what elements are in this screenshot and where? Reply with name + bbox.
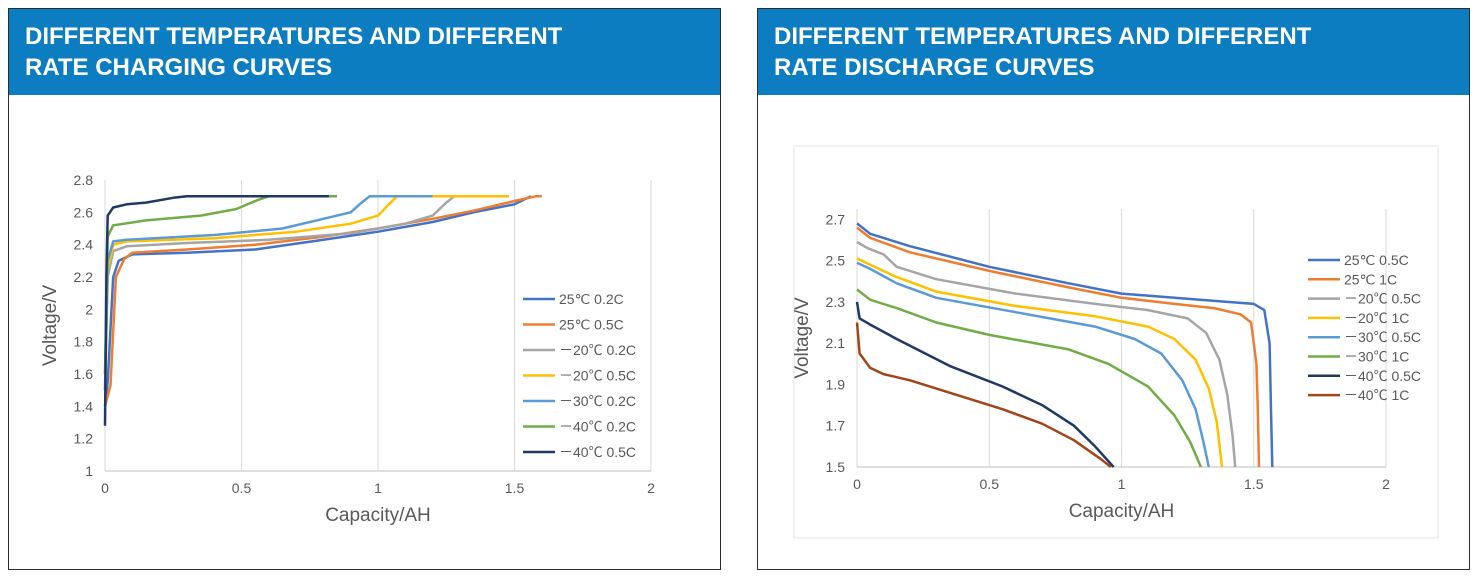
series-line: [103, 195, 532, 407]
discharge-panel-header: DIFFERENT TEMPERATURES AND DIFFERENT RAT…: [758, 9, 1469, 95]
series-line: [856, 257, 1224, 468]
x-axis-title: Capacity/AH: [1069, 501, 1175, 522]
series-line: [856, 240, 1237, 468]
charging-curves-chart: 0 0.5 1 1.5 2 1 1.2 1.4 1.6 1.8 2 2.2 2.4 2.6 2.8 Capac…: [40, 172, 655, 526]
legend-label: －40℃ 0.2C: [559, 419, 636, 435]
x-tick-label: 1: [1118, 476, 1126, 492]
y-tick-label: 1.8: [74, 334, 94, 350]
discharge-title-line1: DIFFERENT TEMPERATURES AND DIFFERENT: [774, 23, 1312, 50]
x-tick-label: 2: [1382, 476, 1390, 492]
series-line: [103, 194, 509, 375]
y-tick-label: 1.9: [826, 376, 846, 392]
y-axis-title: Voltage/V: [792, 297, 813, 379]
legend-label: 25℃ 1C: [1344, 271, 1397, 287]
legend-label: －20℃ 0.5C: [559, 368, 636, 384]
series-line: [103, 194, 337, 375]
y-tick-label: 1.7: [826, 418, 846, 434]
legend-label: －20℃ 0.2C: [559, 342, 636, 358]
y-tick-label: 2.1: [826, 335, 846, 351]
series-line: [856, 226, 1261, 468]
legend-label: －40℃ 0.5C: [1344, 368, 1421, 384]
legend-label: －30℃ 1C: [1344, 349, 1409, 365]
legend-label: －40℃ 0.5C: [559, 444, 636, 460]
charging-title-line2: RATE CHARGING CURVES: [25, 54, 333, 81]
y-tick-label: 1: [85, 463, 93, 479]
y-tick-label: 2.3: [826, 294, 846, 310]
legend-label: 25℃ 0.5C: [1344, 252, 1409, 268]
y-tick-label: 2.2: [74, 269, 94, 285]
x-tick-label: 0.5: [980, 476, 1000, 492]
x-tick-label: 0: [101, 480, 109, 496]
y-tick-label: 1.4: [74, 398, 94, 414]
series-line: [103, 194, 329, 426]
y-tick-label: 2: [85, 301, 93, 317]
y-tick-label: 2.6: [74, 204, 94, 220]
discharge-panel: DIFFERENT TEMPERATURES AND DIFFERENT RAT…: [757, 8, 1470, 570]
x-axis-title: Capacity/AH: [325, 505, 431, 526]
charging-panel-header: DIFFERENT TEMPERATURES AND DIFFERENT RAT…: [9, 9, 720, 95]
legend-label: －20℃ 0.5C: [1344, 291, 1421, 307]
series-line: [855, 301, 1115, 468]
discharge-title-line2: RATE DISCHARGE CURVES: [774, 54, 1095, 81]
series-line: [856, 288, 1203, 468]
x-tick-label: 1: [374, 480, 382, 496]
legend-label: －30℃ 0.5C: [1344, 329, 1421, 345]
x-tick-label: 1.5: [505, 480, 525, 496]
discharge-curves-chart: 0 0.5 1 1.5 2 1.5 1.7 1.9 2.1 2.3 2.5 2.7 Capacity/A…: [792, 145, 1439, 539]
chart-area-border: [793, 145, 1439, 539]
series-line: [856, 261, 1211, 468]
y-tick-label: 1.5: [826, 459, 846, 475]
y-tick-label: 1.2: [74, 431, 94, 447]
legend-label: 25℃ 0.5C: [559, 317, 624, 333]
series-line: [856, 222, 1274, 468]
series-line: [103, 194, 542, 407]
legend-label: －20℃ 1C: [1344, 310, 1409, 326]
y-tick-label: 1.6: [74, 366, 94, 382]
legend-label: －40℃ 1C: [1344, 387, 1409, 403]
series-line: [103, 194, 474, 391]
x-tick-label: 1.5: [1244, 476, 1264, 492]
y-tick-label: 2.5: [826, 253, 846, 269]
legend-label: 25℃ 0.2C: [559, 291, 624, 307]
charging-title-line1: DIFFERENT TEMPERATURES AND DIFFERENT: [25, 23, 563, 50]
x-tick-label: 0.5: [232, 480, 252, 496]
y-tick-label: 2.4: [74, 237, 94, 253]
y-axis-title: Voltage/V: [40, 285, 61, 367]
series-line: [855, 322, 1112, 468]
x-tick-label: 2: [647, 480, 655, 496]
y-tick-label: 2.7: [826, 211, 846, 227]
x-tick-label: 0: [853, 476, 861, 492]
legend-label: －30℃ 0.2C: [559, 393, 636, 409]
charging-panel: DIFFERENT TEMPERATURES AND DIFFERENT RAT…: [8, 8, 721, 570]
y-tick-label: 2.8: [74, 172, 94, 188]
series-line: [103, 194, 433, 391]
